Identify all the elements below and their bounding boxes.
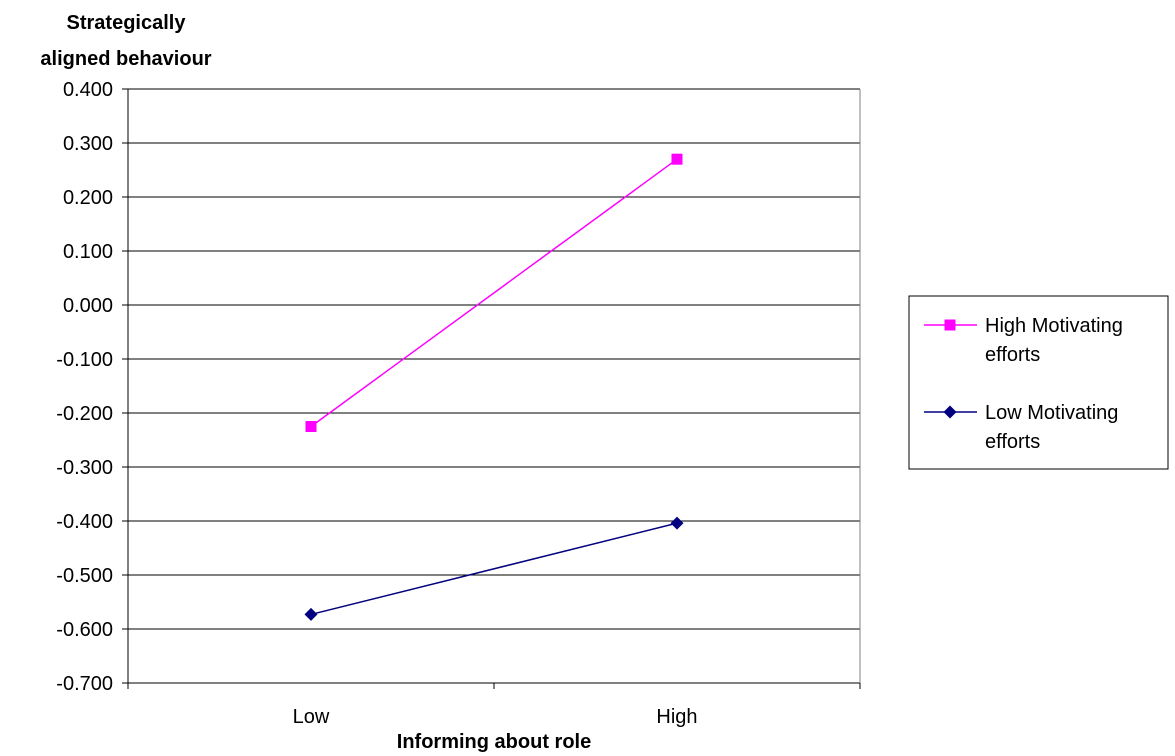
legend-label: efforts — [985, 344, 1040, 366]
legend-item-1: Low Motivating efforts — [924, 402, 1118, 453]
y-tick-label: -0.400 — [56, 511, 113, 533]
y-tick-label: -0.600 — [56, 619, 113, 641]
data-point — [671, 153, 683, 165]
legend-label: Low Motivating — [985, 402, 1118, 424]
legend-label: High Motivating — [985, 315, 1123, 337]
x-tick-label: Low — [293, 706, 330, 728]
y-tick-label: 0.200 — [63, 187, 113, 209]
y-tick-label: -0.700 — [56, 673, 113, 695]
y-tick-label: -0.200 — [56, 403, 113, 425]
series-line — [310, 522, 678, 616]
series-1 — [304, 516, 684, 621]
legend-label: efforts — [985, 431, 1040, 453]
data-point — [304, 607, 318, 621]
y-tick-label: -0.500 — [56, 565, 113, 587]
x-axis-ticks: Low High — [127, 683, 861, 728]
series-layer — [304, 153, 684, 621]
y-tick-label: 0.300 — [63, 133, 113, 155]
y-axis-title-line-2: aligned behaviour — [40, 48, 211, 70]
legend-item-0: High Motivating efforts — [924, 315, 1123, 366]
legend-marker — [944, 319, 956, 331]
legend: High Motivating efforts Low Motivating effo… — [908, 295, 1169, 470]
y-axis-ticks: 0.400 0.300 0.200 0.100 0.000 -0.100 -0.200 -0.… — [56, 79, 128, 695]
legend-marker — [943, 405, 957, 419]
x-tick-label: High — [656, 706, 697, 728]
y-axis-title-line-1: Strategically — [67, 12, 187, 34]
y-tick-label: 0.100 — [63, 241, 113, 263]
data-point — [670, 516, 684, 530]
series-0 — [305, 153, 683, 432]
y-tick-label: -0.300 — [56, 457, 113, 479]
y-tick-label: 0.400 — [63, 79, 113, 101]
x-axis-title: Informing about role — [397, 731, 591, 753]
y-tick-label: -0.100 — [56, 349, 113, 371]
series-line — [310, 158, 678, 428]
y-tick-label: 0.000 — [63, 295, 113, 317]
grid-lines — [128, 88, 860, 630]
data-point — [305, 421, 317, 432]
